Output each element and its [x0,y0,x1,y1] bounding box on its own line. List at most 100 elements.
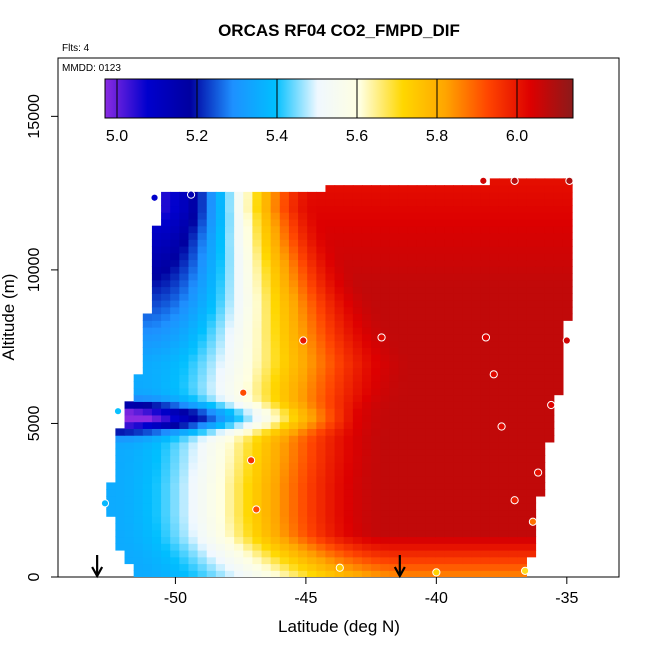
heatmap-cell [151,252,162,261]
heatmap-cell [462,218,473,227]
heatmap-cell [170,462,180,470]
heatmap-cell [361,482,372,490]
heatmap-cell [225,347,235,355]
heatmap-cell [389,333,400,342]
heatmap-cell [517,367,527,375]
heatmap-cell [425,218,436,227]
heatmap-cell [407,225,418,234]
heatmap-cell [206,259,217,267]
heatmap-cell [252,468,263,477]
heatmap-cell [179,293,190,301]
heatmap-cell [416,421,427,429]
heatmap-cell [225,191,235,200]
heatmap-cell [234,232,244,240]
heatmap-cell [508,306,518,315]
heatmap-cell [316,482,327,490]
heatmap-cell [288,414,299,423]
heatmap-cell [453,212,464,220]
heatmap-cell [343,468,354,477]
heatmap-cell [298,354,308,362]
heatmap-cell [261,286,272,294]
heatmap-cell [225,414,235,423]
heatmap-cell [498,178,509,186]
heatmap-cell [179,374,190,382]
heatmap-cell [380,563,390,571]
heatmap-cell [389,367,400,375]
heatmap-cell [343,563,354,571]
heatmap-cell [407,408,418,416]
heatmap-cell [498,232,509,240]
heatmap-cell [151,286,162,294]
heatmap-cell [288,340,299,348]
heatmap-cell [243,218,253,227]
heatmap-cell [298,347,308,355]
heatmap-cell [435,327,445,335]
heatmap-cell [215,549,226,558]
heatmap-cell [489,232,500,240]
heatmap-cell [398,198,409,207]
heatmap-cell [243,482,253,490]
heatmap-cell [234,441,244,450]
heatmap-cell [444,327,454,335]
heatmap-cell [161,225,171,234]
heatmap-cell [307,259,317,267]
heatmap-cell [444,259,454,267]
heatmap-cell [161,381,171,389]
heatmap-cell [270,455,281,463]
heatmap-cell [398,320,409,328]
heatmap-cell [225,381,235,389]
heatmap-cell [435,441,445,450]
heatmap-cell [188,300,199,308]
heatmap-cell [179,502,190,511]
heatmap-cell [316,300,327,308]
heatmap-cell [562,212,573,220]
heatmap-cell [526,191,537,200]
heatmap-cell [407,529,418,538]
heatmap-cell [489,489,500,497]
heatmap-cell [133,549,144,558]
heatmap-cell [316,462,327,470]
heatmap-cell [416,232,427,240]
heatmap-cell [325,300,336,308]
heatmap-cell [142,381,153,389]
heatmap-cell [489,475,500,484]
colorbar-gradient [104,78,574,119]
heatmap-cell [371,462,381,470]
heatmap-cell [234,536,244,544]
heatmap-cell [243,441,253,450]
heatmap-cell [188,448,199,456]
heatmap-cell [142,468,153,477]
heatmap-cell [371,441,381,450]
heatmap-cell [133,435,144,443]
heatmap-cell [151,448,162,456]
heatmap-cell [435,286,445,294]
heatmap-cell [188,570,199,577]
heatmap-cell [288,205,299,213]
heatmap-cell [170,421,180,429]
heatmap-cell [298,306,308,315]
heatmap-cell [316,516,327,524]
heatmap-cell [416,381,427,389]
heatmap-cell [517,239,527,247]
heatmap-cell [471,205,482,213]
x-axis: -50 -45 -40 -35 [164,577,578,607]
heatmap-cell [544,387,555,396]
heatmap-cell [161,306,171,315]
heatmap-cell [334,191,345,200]
heatmap-cell [334,232,345,240]
heatmap-cell [243,340,253,348]
heatmap-cell [352,320,363,328]
heatmap-cell [462,360,473,369]
heatmap-cell [435,421,445,429]
heatmap-cell [151,239,162,247]
heatmap-cell [133,563,144,571]
heatmap-cell [270,367,281,375]
sample-point [562,336,571,345]
heatmap-cell [508,279,518,288]
heatmap-cell [142,502,153,511]
heatmap-cell [435,475,445,484]
heatmap-cell [279,522,290,531]
heatmap-cell [380,374,390,382]
heatmap-cell [307,198,317,207]
heatmap-cell [179,360,190,369]
